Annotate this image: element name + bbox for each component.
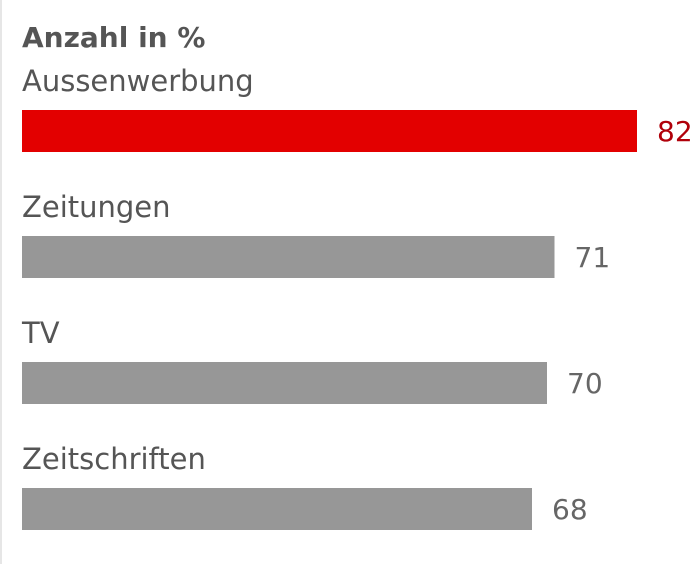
category-label: Aussenwerbung: [22, 64, 254, 98]
bars-layer: Aussenwerbung 82 Zeitungen 71 TV 70 Zeitschrif…: [21, 64, 690, 530]
category-label: Zeitungen: [22, 190, 171, 224]
category-label: Zeitschriften: [22, 442, 206, 476]
bar: [22, 362, 547, 404]
bar: [22, 236, 555, 278]
bar: [22, 488, 532, 530]
data-label: 68: [552, 493, 588, 526]
data-label: 82: [657, 115, 690, 148]
data-label: 70: [567, 367, 603, 400]
left-border: [0, 0, 2, 564]
bar: [22, 110, 637, 152]
category-label: TV: [21, 316, 60, 350]
chart-title: Anzahl in %: [22, 21, 206, 54]
data-label: 71: [575, 241, 611, 274]
